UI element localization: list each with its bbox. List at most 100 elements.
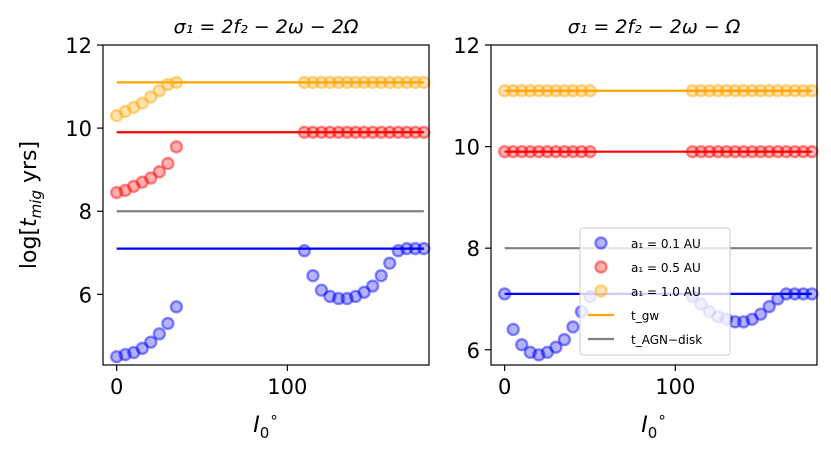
point-a1-0.1-au bbox=[357, 285, 371, 299]
point-a1-1.0-au bbox=[702, 84, 717, 98]
point-a1-0.1-au bbox=[323, 289, 337, 304]
point-a1-0.5-au bbox=[348, 125, 363, 139]
point-a1-1.0-au bbox=[314, 75, 329, 90]
point-a1-0.1-au bbox=[779, 287, 793, 301]
point-a1-0.1-au bbox=[745, 312, 759, 326]
point-a1-1.0-au bbox=[779, 84, 793, 98]
point-a1-0.5-au bbox=[566, 144, 580, 159]
point-a1-1.0-au bbox=[391, 75, 405, 90]
x-tick-label: 0 bbox=[498, 375, 511, 399]
point-a1-0.5-au bbox=[400, 125, 414, 139]
point-a1-0.5-au bbox=[323, 125, 337, 139]
point-a1-0.5-au bbox=[745, 144, 759, 159]
point-a1-1.0-au bbox=[771, 84, 785, 98]
point-a1-1.0-au bbox=[719, 84, 734, 98]
point-a1-1.0-au bbox=[805, 84, 819, 98]
point-a1-0.5-au bbox=[574, 144, 589, 159]
point-a1-1.0-au bbox=[306, 75, 320, 90]
point-a1-1.0-au bbox=[297, 75, 312, 90]
point-a1-0.5-au bbox=[796, 144, 811, 159]
x-tick-label: 100 bbox=[267, 375, 307, 399]
point-a1-0.1-au bbox=[400, 241, 414, 256]
y-tick-label: 10 bbox=[65, 117, 92, 141]
point-a1-1.0-au bbox=[685, 84, 700, 98]
point-a1-1.0-au bbox=[331, 75, 346, 90]
point-a1-0.1-au bbox=[762, 299, 776, 314]
point-a1-0.5-au bbox=[685, 144, 700, 159]
right-plot-frame bbox=[490, 44, 818, 366]
point-a1-0.1-au bbox=[549, 340, 563, 354]
point-a1-1.0-au bbox=[583, 84, 597, 98]
point-a1-0.1-au bbox=[523, 345, 537, 360]
point-a1-0.1-au bbox=[297, 244, 312, 258]
point-a1-0.1-au bbox=[374, 268, 388, 283]
y-tick-label: 10 bbox=[453, 136, 480, 160]
point-a1-1.0-au bbox=[127, 100, 141, 115]
point-a1-0.5-au bbox=[583, 144, 597, 159]
point-a1-0.5-au bbox=[549, 144, 563, 159]
point-a1-0.1-au bbox=[383, 256, 397, 270]
point-a1-0.1-au bbox=[540, 345, 555, 360]
point-a1-1.0-au bbox=[753, 84, 768, 98]
point-a1-0.5-au bbox=[771, 144, 785, 159]
point-a1-1.0-au bbox=[348, 75, 363, 90]
point-a1-0.1-au bbox=[135, 341, 149, 356]
point-a1-0.5-au bbox=[365, 125, 380, 139]
point-a1-1.0-au bbox=[135, 96, 149, 110]
point-a1-0.5-au bbox=[331, 125, 346, 139]
point-a1-0.5-au bbox=[506, 144, 520, 159]
point-a1-0.5-au bbox=[109, 185, 124, 200]
point-a1-1.0-au bbox=[152, 84, 167, 98]
point-a1-1.0-au bbox=[340, 75, 354, 90]
legend: a₁ = 0.1 AU a₁ = 0.5 AU a₁ = 1.0 AU t_gw t_A… bbox=[579, 227, 731, 356]
point-a1-0.5-au bbox=[383, 125, 397, 139]
point-a1-0.5-au bbox=[314, 125, 329, 139]
point-a1-0.1-au bbox=[306, 268, 320, 283]
point-a1-0.1-au bbox=[348, 289, 363, 304]
point-a1-0.1-au bbox=[805, 287, 819, 301]
point-a1-0.1-au bbox=[152, 327, 167, 341]
point-a1-0.5-au bbox=[297, 125, 312, 139]
point-a1-0.1-au bbox=[497, 287, 512, 301]
point-a1-1.0-au bbox=[523, 84, 537, 98]
point-a1-0.1-au bbox=[127, 345, 141, 360]
point-a1-1.0-au bbox=[109, 108, 124, 123]
point-a1-0.1-au bbox=[736, 315, 751, 329]
point-a1-0.5-au bbox=[417, 125, 431, 139]
point-a1-0.5-au bbox=[523, 144, 537, 159]
point-a1-0.5-au bbox=[127, 179, 141, 193]
y-tick-label: 6 bbox=[467, 339, 480, 363]
point-a1-1.0-au bbox=[574, 84, 589, 98]
point-a1-0.5-au bbox=[805, 144, 819, 159]
point-a1-1.0-au bbox=[118, 104, 132, 119]
left-x-axis-label: I0∘ bbox=[253, 408, 278, 442]
y-tick-label: 8 bbox=[467, 237, 480, 261]
point-a1-0.1-au bbox=[161, 316, 175, 331]
point-a1-1.0-au bbox=[532, 84, 546, 98]
y-tick-label: 12 bbox=[65, 34, 92, 58]
legend-marker bbox=[594, 260, 608, 274]
point-a1-0.1-au bbox=[365, 279, 380, 293]
legend-label: a₁ = 1.0 AU bbox=[631, 285, 701, 299]
point-a1-1.0-au bbox=[169, 75, 184, 90]
point-a1-1.0-au bbox=[400, 75, 414, 90]
point-a1-1.0-au bbox=[161, 77, 175, 92]
point-a1-1.0-au bbox=[357, 75, 371, 90]
point-a1-0.5-au bbox=[357, 125, 371, 139]
point-a1-1.0-au bbox=[728, 84, 742, 98]
point-a1-0.1-au bbox=[331, 291, 346, 306]
point-a1-0.5-au bbox=[391, 125, 405, 139]
legend-marker bbox=[594, 284, 608, 298]
point-a1-1.0-au bbox=[557, 84, 572, 98]
point-a1-1.0-au bbox=[796, 84, 811, 98]
point-a1-0.5-au bbox=[532, 144, 546, 159]
point-a1-0.1-au bbox=[788, 287, 802, 301]
y-tick-label: 12 bbox=[453, 34, 480, 58]
point-a1-1.0-au bbox=[144, 90, 158, 104]
point-a1-0.1-au bbox=[144, 335, 158, 349]
y-axis-label: log[tmig yrs] bbox=[17, 141, 45, 269]
point-a1-0.5-au bbox=[762, 144, 776, 159]
point-a1-0.1-au bbox=[109, 349, 124, 364]
right-panel: σ₁ = 2f₂ − 2ω − Ω 0 100 6 8 10 12 I0∘ a₁ = 0.… bbox=[453, 16, 819, 442]
